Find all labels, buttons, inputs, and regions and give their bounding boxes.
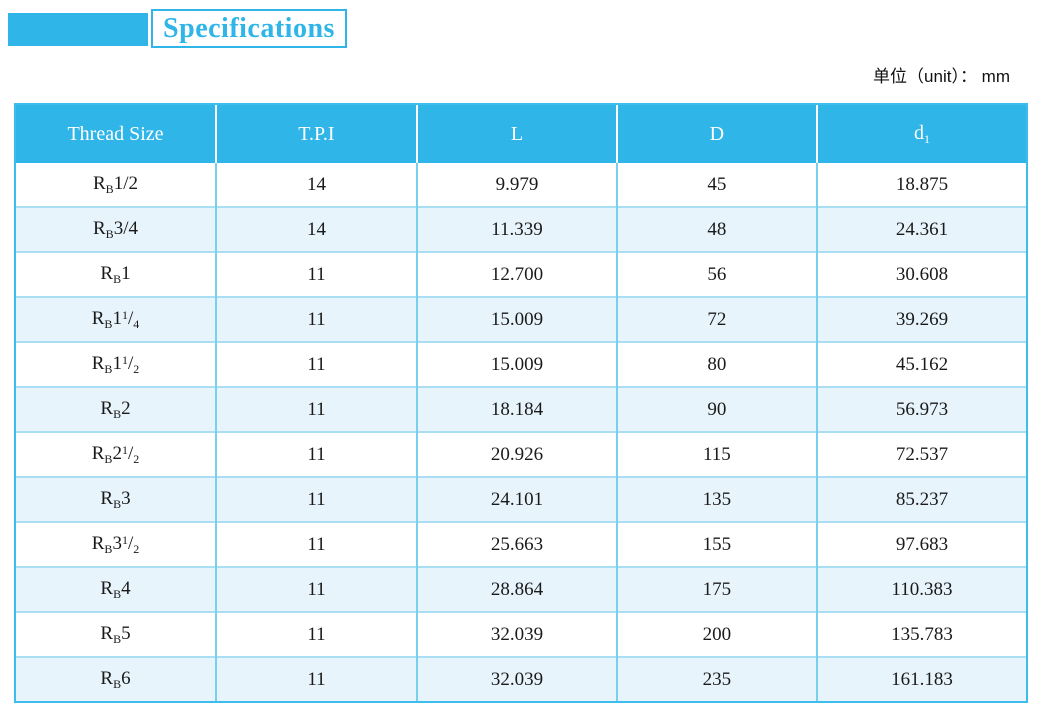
cell-thread-size: RB11/4	[16, 296, 216, 342]
cell-tpi: 11	[214, 656, 417, 701]
cell-d1: 97.683	[815, 521, 1026, 567]
cell-D: 175	[615, 566, 817, 612]
table-row: RB3/4 14 11.339 48 24.361	[16, 206, 1026, 252]
cell-D: 48	[615, 206, 817, 252]
cell-d1: 110.383	[815, 566, 1026, 612]
cell-L: 28.864	[415, 566, 617, 612]
cell-D: 72	[615, 296, 817, 342]
cell-D: 90	[615, 386, 817, 432]
cell-D: 115	[615, 431, 817, 477]
unit-label: 单位（unit）： mm	[873, 67, 1010, 86]
page-title: Specifications	[151, 9, 347, 48]
cell-D: 56	[615, 251, 817, 297]
cell-L: 15.009	[415, 341, 617, 387]
cell-thread-size: RB5	[16, 611, 216, 657]
cell-d1: 30.608	[815, 251, 1026, 297]
cell-tpi: 11	[214, 476, 417, 522]
cell-thread-size: RB1	[16, 251, 216, 297]
column-header-1: T.P.I	[214, 105, 417, 163]
cell-tpi: 14	[214, 163, 417, 207]
cell-thread-size: RB21/2	[16, 431, 216, 477]
title-accent-bar	[8, 13, 160, 46]
table-row: RB5 11 32.039 200 135.783	[16, 611, 1026, 657]
cell-L: 15.009	[415, 296, 617, 342]
cell-thread-size: RB11/2	[16, 341, 216, 387]
cell-L: 11.339	[415, 206, 617, 252]
table-row: RB4 11 28.864 175 110.383	[16, 566, 1026, 612]
cell-thread-size: RB3	[16, 476, 216, 522]
cell-d1: 45.162	[815, 341, 1026, 387]
table-row: RB1/2 14 9.979 45 18.875	[16, 163, 1026, 207]
cell-d1: 85.237	[815, 476, 1026, 522]
table-row: RB11/2 11 15.009 80 45.162	[16, 341, 1026, 387]
column-header-3: D	[615, 105, 817, 163]
cell-tpi: 14	[214, 206, 417, 252]
cell-d1: 72.537	[815, 431, 1026, 477]
cell-thread-size: RB2	[16, 386, 216, 432]
cell-d1: 18.875	[815, 163, 1026, 207]
table-row: RB2 11 18.184 90 56.973	[16, 386, 1026, 432]
cell-D: 200	[615, 611, 817, 657]
cell-D: 80	[615, 341, 817, 387]
cell-tpi: 11	[214, 566, 417, 612]
cell-L: 12.700	[415, 251, 617, 297]
cell-tpi: 11	[214, 296, 417, 342]
cell-D: 45	[615, 163, 817, 207]
cell-tpi: 11	[214, 251, 417, 297]
cell-tpi: 11	[214, 611, 417, 657]
cell-d1: 161.183	[815, 656, 1026, 701]
cell-L: 18.184	[415, 386, 617, 432]
cell-L: 25.663	[415, 521, 617, 567]
cell-D: 135	[615, 476, 817, 522]
table-row: RB1 11 12.700 56 30.608	[16, 251, 1026, 297]
cell-D: 155	[615, 521, 817, 567]
cell-d1: 56.973	[815, 386, 1026, 432]
cell-d1: 24.361	[815, 206, 1026, 252]
column-header-0: Thread Size	[16, 105, 216, 163]
cell-d1: 39.269	[815, 296, 1026, 342]
cell-L: 32.039	[415, 611, 617, 657]
cell-D: 235	[615, 656, 817, 701]
cell-thread-size: RB3/4	[16, 206, 216, 252]
column-header-2: L	[415, 105, 617, 163]
cell-tpi: 11	[214, 386, 417, 432]
table-row: RB21/2 11 20.926 115 72.537	[16, 431, 1026, 477]
cell-tpi: 11	[214, 431, 417, 477]
cell-tpi: 11	[214, 341, 417, 387]
table-row: RB11/4 11 15.009 72 39.269	[16, 296, 1026, 342]
cell-thread-size: RB1/2	[16, 163, 216, 207]
cell-L: 9.979	[415, 163, 617, 207]
cell-L: 20.926	[415, 431, 617, 477]
table-row: RB6 11 32.039 235 161.183	[16, 656, 1026, 701]
column-header-4: d1	[815, 105, 1026, 163]
cell-tpi: 11	[214, 521, 417, 567]
cell-L: 24.101	[415, 476, 617, 522]
page-title-text: Specifications	[163, 12, 335, 44]
table-row: RB31/2 11 25.663 155 97.683	[16, 521, 1026, 567]
cell-thread-size: RB31/2	[16, 521, 216, 567]
cell-thread-size: RB6	[16, 656, 216, 701]
table-row: RB3 11 24.101 135 85.237	[16, 476, 1026, 522]
cell-d1: 135.783	[815, 611, 1026, 657]
cell-thread-size: RB4	[16, 566, 216, 612]
cell-L: 32.039	[415, 656, 617, 701]
